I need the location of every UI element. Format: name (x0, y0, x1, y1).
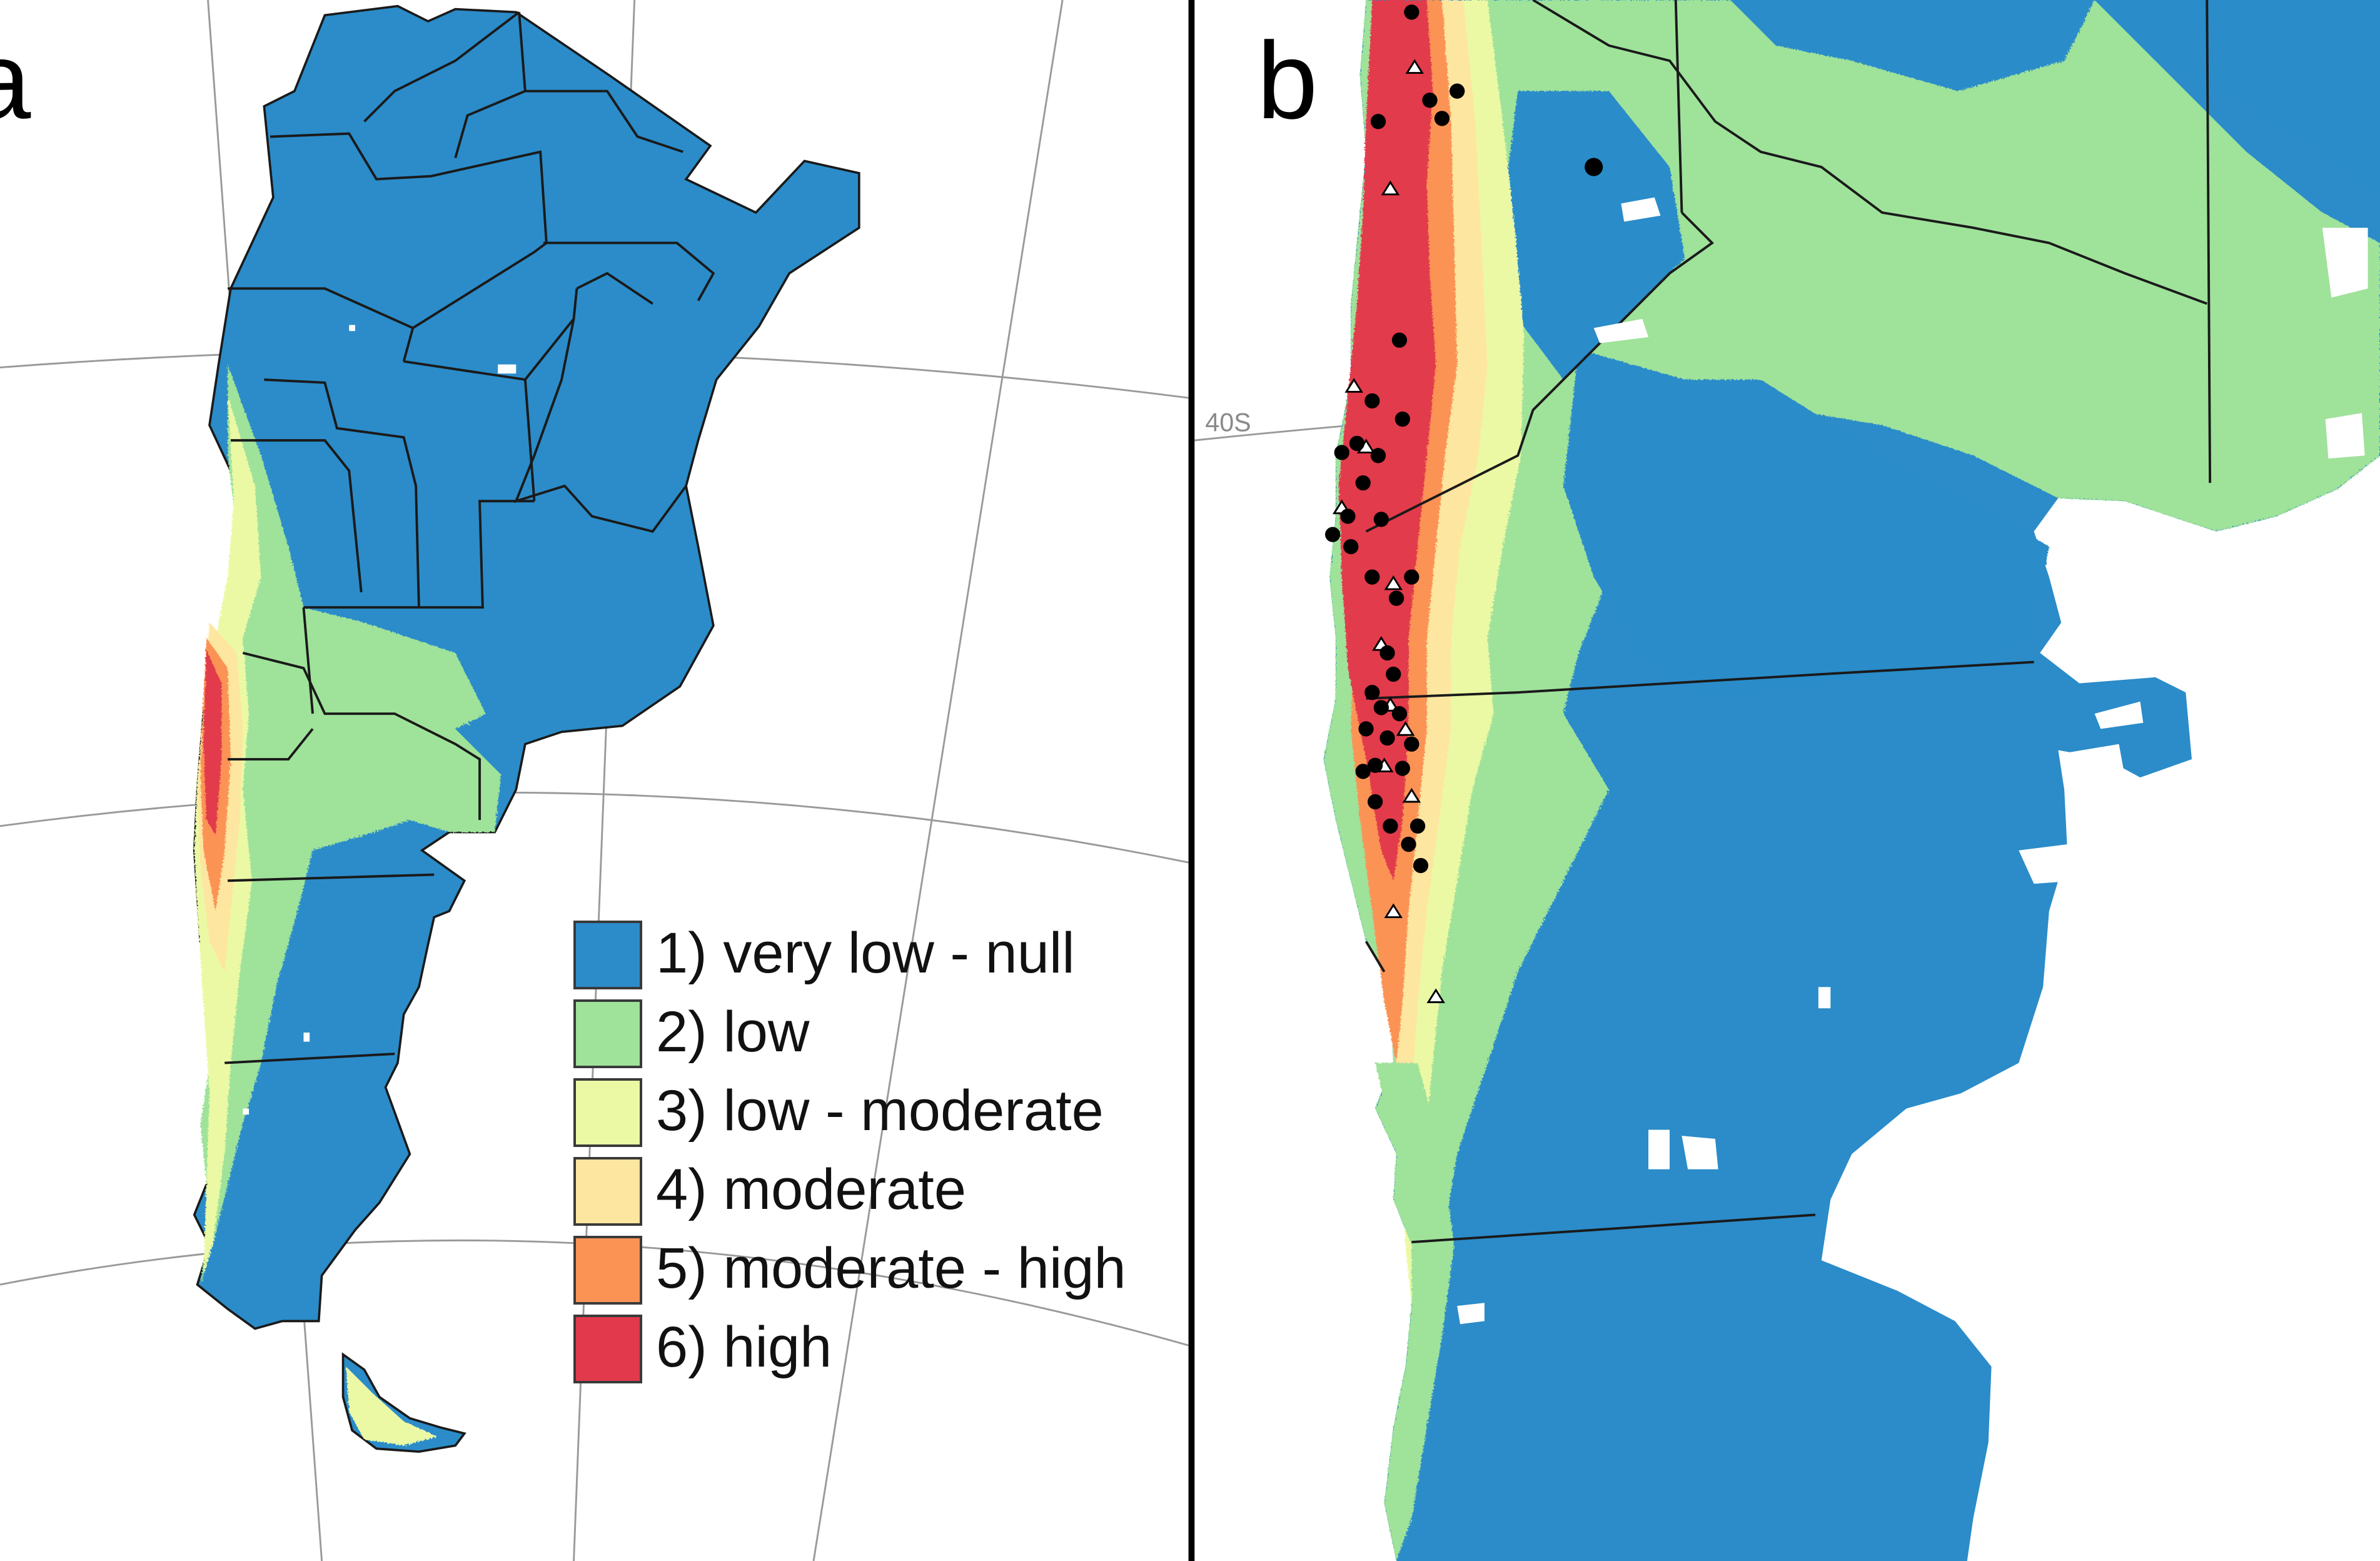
legend-swatch (573, 1157, 642, 1226)
legend-label: 3) low - moderate (656, 1079, 1104, 1143)
zone-blue-centre (1563, 349, 2049, 699)
panel-a-province-boundaries (224, 11, 715, 1064)
zone-high (203, 650, 222, 836)
panel-label-a: a (0, 20, 31, 142)
legend-swatch (573, 1315, 642, 1383)
zone-low-south (1375, 1063, 1455, 1561)
graticule-label-40s: 40S (1205, 408, 1251, 437)
legend-item-moderate-high: 5) moderate - high (573, 1232, 1174, 1311)
tierra-del-fuego-low (346, 1367, 438, 1446)
legend-swatch (573, 921, 642, 989)
zone-blue-north (1503, 91, 1685, 380)
panel-a-nodata (243, 325, 517, 1115)
zone-low (194, 364, 502, 1285)
legend: 1) very low - null 2) low 3) low - moder… (573, 917, 1174, 1390)
legend-label: 4) moderate (656, 1158, 967, 1221)
panel-a-map (0, 0, 1189, 1561)
legend-label: 5) moderate - high (656, 1236, 1126, 1300)
panel-b-nodata (1457, 197, 2368, 1325)
legend-item-high: 6) high (573, 1311, 1174, 1390)
panel-b-triangle-markers (1332, 59, 1445, 1003)
legend-swatch (573, 1236, 642, 1305)
legend-item-low: 2) low (573, 996, 1174, 1074)
panel-label-b: b (1257, 20, 1318, 142)
zone-high-b (1338, 0, 1436, 881)
legend-label: 1) very low - null (656, 921, 1075, 985)
legend-item-very-low-null: 1) very low - null (573, 917, 1174, 996)
zone-low-2 (318, 637, 471, 726)
legend-swatch (573, 999, 642, 1068)
panel-b-map: 40S (1194, 0, 2380, 1561)
legend-item-moderate: 4) moderate (573, 1153, 1174, 1232)
panel-b-province-boundaries (1364, 0, 2212, 1244)
legend-item-low-moderate: 3) low - moderate (573, 1074, 1174, 1153)
legend-label: 2) low (656, 1000, 810, 1064)
panel-b-dot-markers (1325, 4, 1603, 874)
zone-blue-northeast (2094, 0, 2380, 198)
legend-swatch (573, 1078, 642, 1147)
legend-label: 6) high (656, 1315, 832, 1379)
zone-blue-east (1730, 0, 2095, 91)
